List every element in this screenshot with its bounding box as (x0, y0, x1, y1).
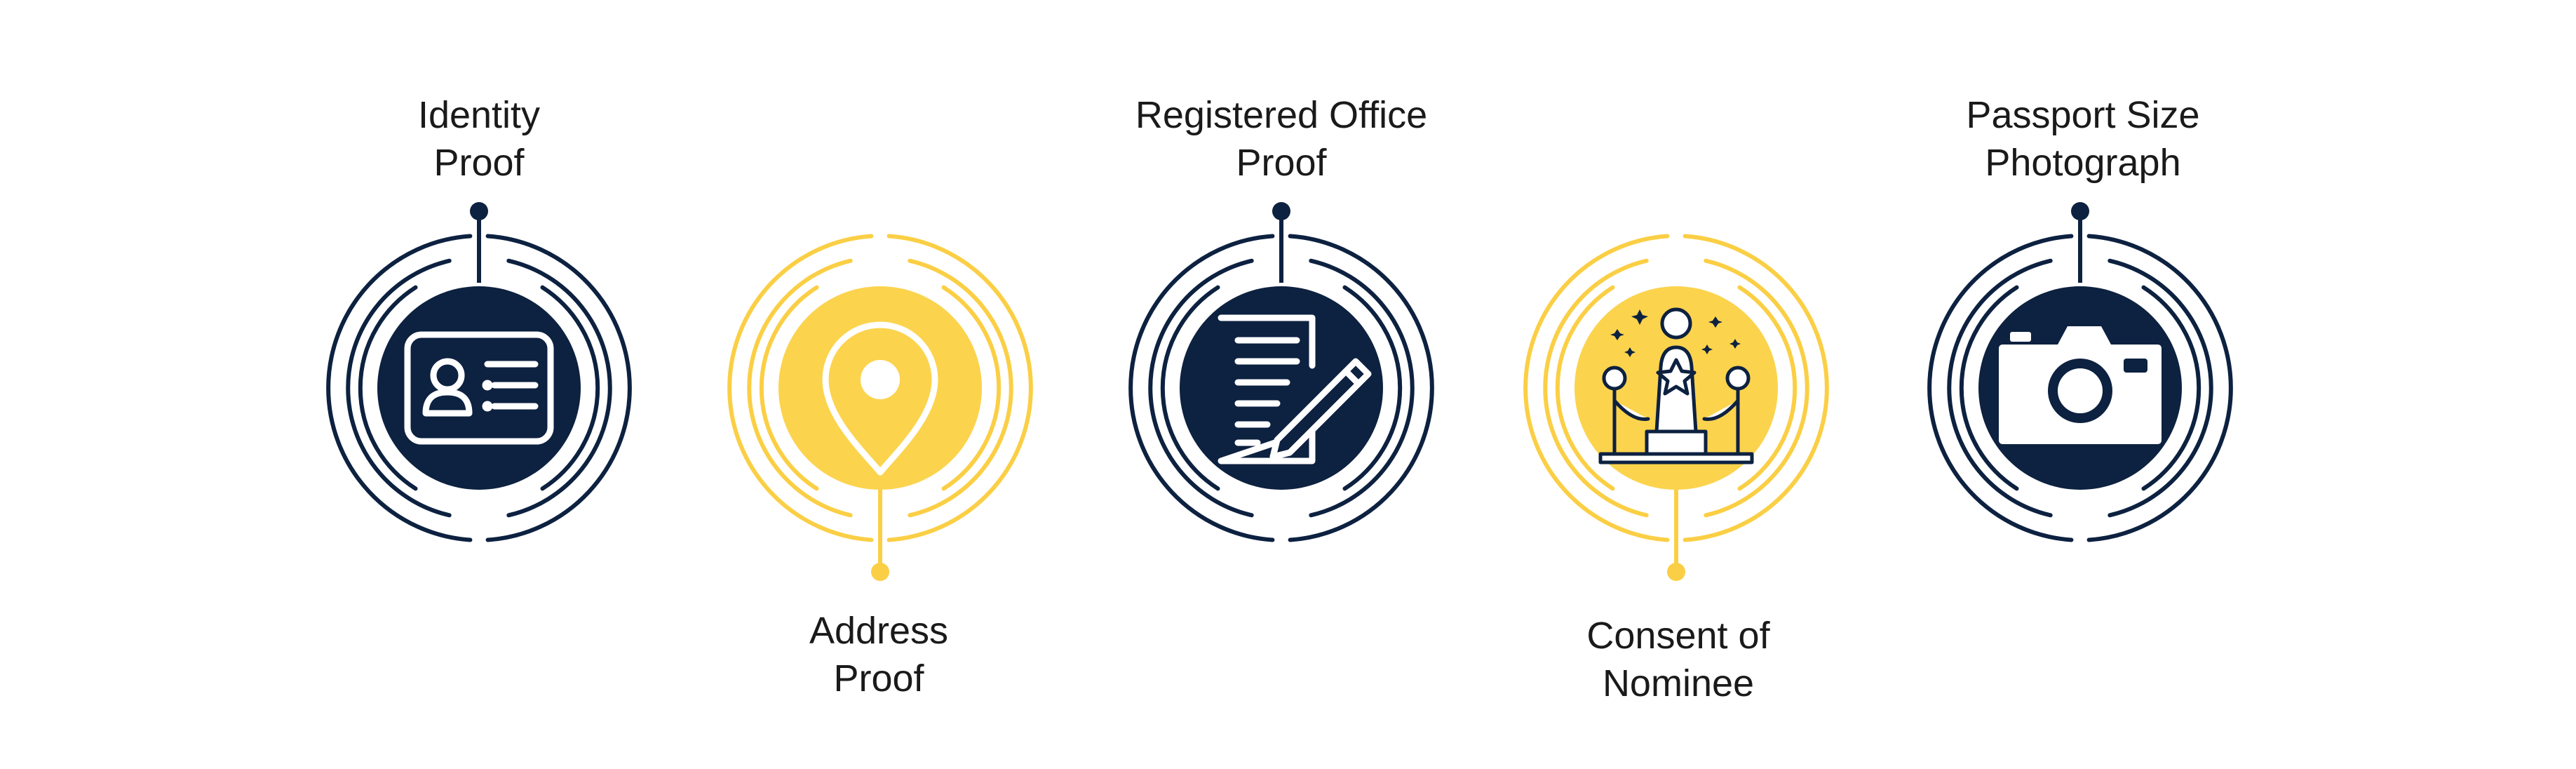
step-label-line: Photograph (1985, 142, 2181, 184)
signal-arcs (326, 234, 632, 542)
step-consent-of-nominee (1523, 234, 1829, 581)
signal-arcs (727, 234, 1033, 542)
location-pin-icon (822, 321, 938, 476)
connector-dot (2071, 202, 2089, 220)
step-passport-size-photograph (1927, 202, 2233, 542)
step-label-line: Proof (1236, 142, 1327, 184)
step-address-proof (727, 234, 1033, 581)
step-label-identity-proof: Identity Proof (269, 91, 689, 187)
signal-arcs (1523, 234, 1829, 542)
step-label-passport-size-photograph: Passport Size Photograph (1873, 91, 2293, 187)
step-label-line: Passport Size (1966, 94, 2200, 136)
id-card-icon (404, 331, 554, 445)
connector-dot (1272, 202, 1290, 220)
step-label-line: Identity (417, 94, 541, 136)
step-identity-proof (326, 202, 632, 542)
step-label-line: Nominee (1602, 662, 1755, 704)
step-label-line: Proof (833, 657, 924, 700)
document-pen-icon (1218, 314, 1372, 464)
step-label-consent-of-nominee: Consent of Nominee (1468, 612, 1889, 707)
camera-icon (1999, 326, 2162, 444)
connector-dot (470, 202, 488, 220)
signal-arcs (1128, 234, 1434, 542)
step-label-line: Consent of (1586, 615, 1770, 657)
step-registered-office-proof (1128, 202, 1434, 542)
connector-dot (871, 563, 889, 581)
signal-arcs (1927, 234, 2233, 542)
step-label-address-proof: Address Proof (668, 607, 1089, 702)
step-label-line: Registered Office (1135, 94, 1428, 136)
step-label-line: Proof (433, 142, 525, 184)
step-label-registered-office-proof: Registered Office Proof (1071, 91, 1492, 187)
connector-dot (1667, 563, 1685, 581)
step-label-line: Address (809, 610, 949, 652)
step-circle (1180, 286, 1383, 490)
award-statue-icon (1598, 307, 1754, 464)
